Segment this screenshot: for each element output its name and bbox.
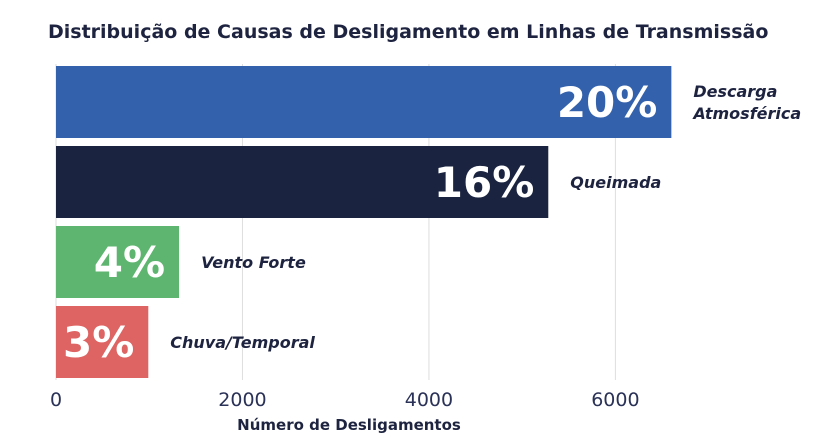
category-label-0-1: Atmosférica xyxy=(691,104,801,123)
x-tick-label-1: 2000 xyxy=(218,389,266,411)
x-tick-label-3: 6000 xyxy=(591,389,639,411)
x-tick-label-2: 4000 xyxy=(405,389,453,411)
x-axis-ticks: 0 2000 4000 6000 xyxy=(50,389,640,411)
category-label-0-0: Descarga xyxy=(693,82,777,101)
category-label-3-0: Chuva/Temporal xyxy=(170,333,315,352)
category-label-2-0: Vento Forte xyxy=(201,253,306,272)
bar-3 xyxy=(56,306,149,378)
bar-percent-label-1: 16% xyxy=(434,158,535,207)
bars: 20% Descarga Atmosférica 16% Queimada 4% Vento… xyxy=(56,66,801,378)
x-axis-label: Número de Desligamentos xyxy=(237,416,461,434)
chart-title: Distribuição de Causas de Desligamento e… xyxy=(48,21,768,43)
x-tick-label-0: 0 xyxy=(50,389,62,411)
bar-percent-label-3: 3% xyxy=(63,318,134,367)
bar-percent-label-2: 4% xyxy=(94,238,165,287)
bar-2 xyxy=(56,226,180,298)
bar-1 xyxy=(56,146,549,218)
bar-percent-label-0: 20% xyxy=(557,78,658,127)
bar-0 xyxy=(56,66,672,138)
category-label-1-0: Queimada xyxy=(570,173,661,192)
